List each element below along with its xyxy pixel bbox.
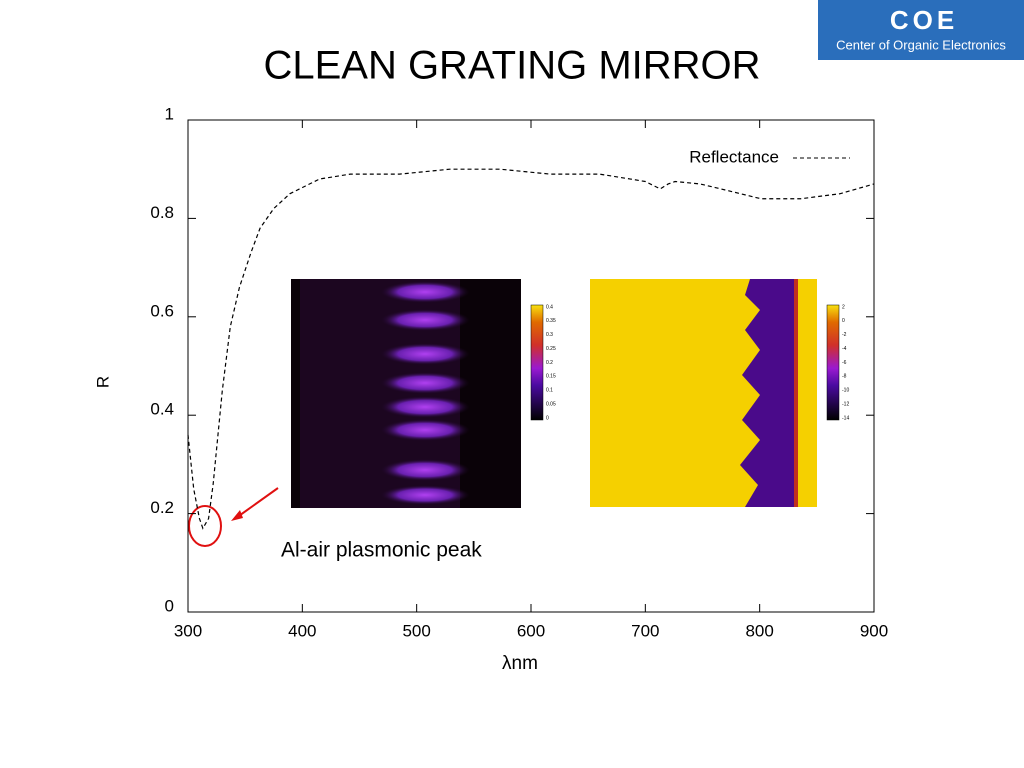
y-axis-label: R bbox=[93, 376, 112, 388]
inset-field bbox=[291, 279, 544, 508]
logo-name: Center of Organic Electronics bbox=[836, 37, 1006, 52]
colorbar-tick-label: 0.25 bbox=[546, 346, 556, 352]
colorbar-tick-label: -14 bbox=[842, 415, 849, 421]
inset-field bbox=[590, 279, 840, 507]
colorbar-tick-label: -6 bbox=[842, 360, 847, 366]
x-tick-label: 700 bbox=[631, 621, 659, 640]
y-tick-label: 0.6 bbox=[150, 301, 174, 320]
y-tick-label: 0.2 bbox=[150, 498, 174, 517]
y-tick-label: 0.4 bbox=[150, 400, 174, 419]
x-tick-label: 900 bbox=[860, 621, 888, 640]
colorbar-tick-label: 0.05 bbox=[546, 401, 556, 407]
x-tick-label: 600 bbox=[517, 621, 545, 640]
colorbar-tick-label: 0.3 bbox=[546, 332, 553, 338]
colorbar-tick-label: 2 bbox=[842, 304, 845, 310]
colorbar-tick-label: 0.15 bbox=[546, 374, 556, 380]
logo-abbr: COE bbox=[890, 5, 958, 35]
colorbar-tick-label: 0 bbox=[842, 318, 845, 324]
highlight-circle bbox=[188, 505, 222, 547]
colorbar-tick-label: 0.35 bbox=[546, 318, 556, 324]
annotation: Al-air plasmonic peak bbox=[281, 539, 482, 562]
x-axis-label: λnm bbox=[502, 653, 538, 674]
colorbar-tick-label: -8 bbox=[842, 374, 847, 380]
y-tick-label: 0.8 bbox=[150, 203, 174, 222]
logo-box bbox=[818, 0, 1024, 60]
y-tick-label: 0 bbox=[165, 596, 174, 615]
x-tick-label: 500 bbox=[402, 621, 430, 640]
legend-label: Reflectance bbox=[689, 147, 779, 166]
arrow-head bbox=[231, 510, 243, 521]
x-tick-label: 400 bbox=[288, 621, 316, 640]
colorbar-tick-label: -12 bbox=[842, 401, 849, 407]
x-tick-label: 800 bbox=[745, 621, 773, 640]
colorbar-tick-label: -10 bbox=[842, 388, 849, 394]
colorbar-tick-label: 0.1 bbox=[546, 388, 553, 394]
slide-title: CLEAN GRATING MIRROR bbox=[263, 44, 760, 88]
x-tick-label: 300 bbox=[174, 621, 202, 640]
colorbar-tick-label: 0.2 bbox=[546, 360, 553, 366]
arrow bbox=[235, 487, 279, 519]
colorbar-tick-label: 0 bbox=[546, 415, 549, 421]
y-tick-label: 1 bbox=[165, 104, 174, 123]
colorbar-tick-label: -2 bbox=[842, 332, 847, 338]
colorbar-tick-label: -4 bbox=[842, 346, 847, 352]
data-line bbox=[187, 168, 875, 530]
colorbar-tick-label: 0.4 bbox=[546, 304, 553, 310]
